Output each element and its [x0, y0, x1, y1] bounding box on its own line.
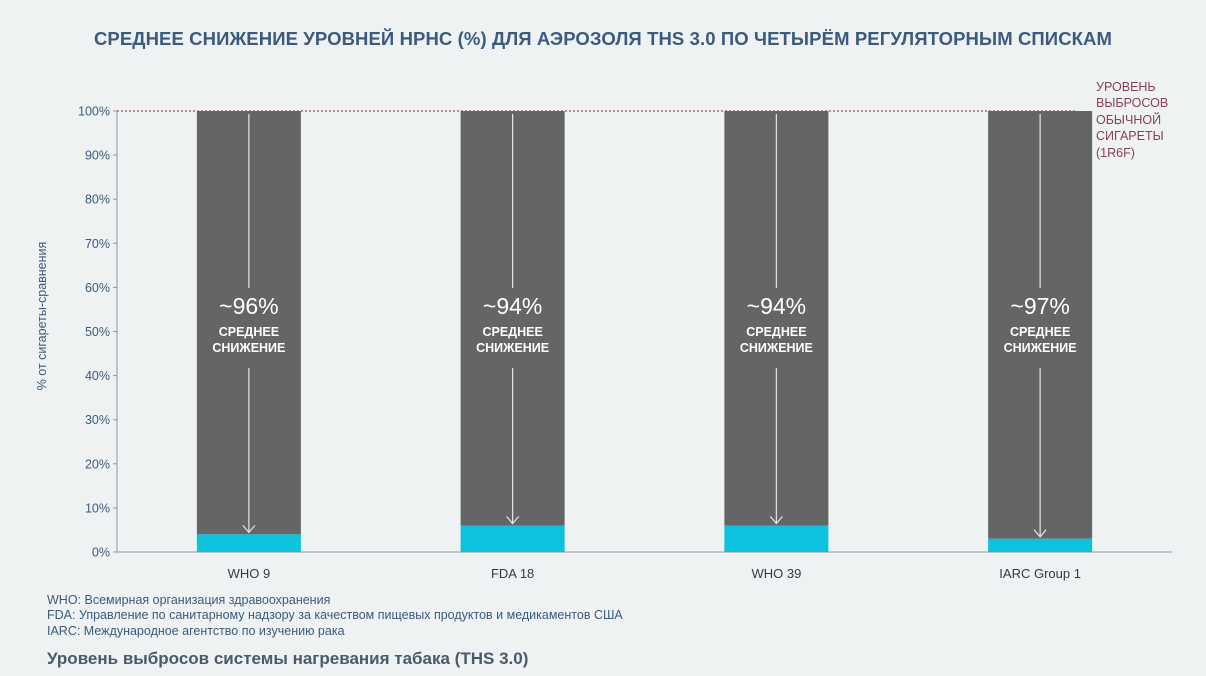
y-tick-label: 50% [85, 325, 110, 339]
y-tick-label: 0% [92, 546, 110, 560]
reduction-value-label: ~96% [219, 293, 278, 319]
y-tick-label: 70% [85, 237, 110, 251]
reduction-caption: СНИЖЕНИЕ [1004, 341, 1077, 355]
reduction-caption: СНИЖЕНИЕ [476, 341, 549, 355]
bar-chart: 0% 10% 20% 30% 40% 50% 60% 70% 80% 90% 100% ~96% СРЕ… [78, 105, 1172, 581]
y-tick-label: 40% [85, 369, 110, 383]
y-tick-label: 80% [85, 193, 110, 207]
reduction-caption: СРЕДНЕЕ [219, 325, 279, 339]
value-bar [988, 538, 1093, 552]
y-tick-label: 60% [85, 281, 110, 295]
x-category-label: IARC Group 1 [999, 566, 1081, 581]
reduction-arrow-head [1033, 529, 1047, 538]
reduction-caption: СРЕДНЕЕ [746, 325, 806, 339]
reference-line-label: УРОВЕНЬ ВЫБРОСОВ ОБЫЧНОЙ СИГАРЕТЫ (1R6F) [1096, 80, 1169, 160]
reduction-arrow-head [242, 524, 256, 534]
x-category-label: FDA 18 [491, 566, 534, 581]
legend-title: Уровень выбросов системы нагревания таба… [47, 649, 529, 668]
reduction-caption: СНИЖЕНИЕ [740, 341, 813, 355]
x-category-label: WHO 9 [228, 566, 271, 581]
x-category-label: WHO 39 [751, 566, 801, 581]
y-tick-label: 30% [85, 413, 110, 427]
reduction-caption: СРЕДНЕЕ [482, 325, 542, 339]
footnote-fda: FDA: Управление по санитарному надзору з… [47, 608, 623, 622]
y-tick-label: 100% [78, 105, 110, 119]
value-bar [196, 534, 301, 552]
chart-title: СРЕДНЕЕ СНИЖЕНИЕ УРОВНЕЙ HPHC (%) ДЛЯ АЭ… [93, 28, 1113, 49]
footnote-iarc: IARC: Международное агентство по изучени… [47, 624, 345, 638]
reduction-value-label: ~94% [483, 293, 542, 319]
value-bar [460, 525, 565, 552]
reduction-caption: СНИЖЕНИЕ [212, 341, 285, 355]
reduction-value-label: ~97% [1010, 293, 1069, 319]
reduction-value-label: ~94% [747, 293, 806, 319]
y-tick-label: 10% [85, 501, 110, 515]
y-tick-label: 20% [85, 457, 110, 471]
reduction-arrow-head [506, 516, 520, 525]
value-bar [724, 525, 829, 552]
footnote-who: WHO: Всемирная организация здравоохранен… [47, 593, 331, 607]
y-tick-label: 90% [85, 149, 110, 163]
reduction-arrow-head [769, 516, 783, 525]
reduction-caption: СРЕДНЕЕ [1010, 325, 1070, 339]
